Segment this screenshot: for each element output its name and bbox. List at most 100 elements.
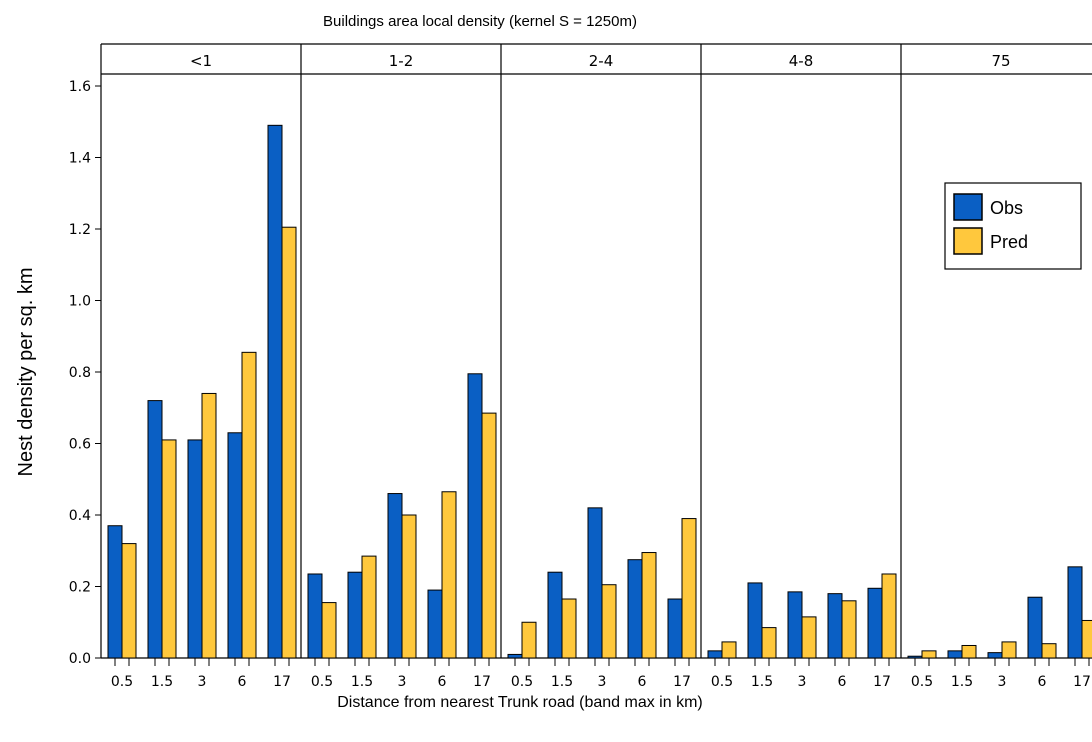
bar-obs (827, 593, 843, 659)
y-tick-label: 0.2 (69, 580, 91, 596)
panel-1: 1-2 0.5 1.5 3 6 17 (300, 44, 497, 690)
x-tick-label: 0.5 (711, 674, 733, 690)
x-tick-label: 1.5 (951, 674, 973, 690)
bar-pred (841, 600, 857, 659)
bar-obs (267, 124, 283, 659)
panels: <10.5 1.5 3 6 171-20.5 1.5 3 6 172-40.5 1.5 3 6 174-… (101, 43, 1092, 690)
bar-pred (361, 555, 377, 659)
bar-obs (507, 653, 523, 659)
x-tick-label: 6 (438, 674, 447, 690)
panel-0: <1 0.5 1.5 3 6 17 (107, 52, 297, 690)
x-tick-label: 1.5 (551, 674, 573, 690)
bar-pred (161, 439, 177, 659)
y-tick-label: 0.8 (69, 365, 91, 381)
x-tick-label: 3 (998, 674, 1007, 690)
legend-label-pred: Pred (990, 232, 1028, 252)
bar-obs (227, 432, 243, 659)
bar-obs (147, 400, 163, 659)
bar-obs (987, 652, 1003, 659)
x-tick-label: 0.5 (111, 674, 133, 690)
bar-obs (347, 571, 363, 659)
panel-label: 2-4 (589, 52, 614, 70)
bar-obs (667, 598, 683, 659)
bar-pred (321, 602, 337, 659)
bar-obs (547, 571, 563, 659)
bar-obs (867, 587, 883, 659)
x-tick-label: 6 (238, 674, 247, 690)
bar-obs (467, 373, 483, 659)
bar-obs (707, 650, 723, 659)
x-tick-label: 17 (1073, 674, 1091, 690)
bar-pred (441, 491, 457, 659)
panel-label: 4-8 (789, 52, 814, 70)
bar-pred (721, 641, 737, 659)
panel-label: 1-2 (389, 52, 414, 70)
y-tick-label: 1.2 (69, 222, 91, 238)
x-tick-label: 1.5 (151, 674, 173, 690)
bar-pred (761, 627, 777, 659)
bar-obs (187, 439, 203, 659)
bar-pred (601, 584, 617, 659)
bar-obs (387, 493, 403, 659)
x-tick-label: 0.5 (511, 674, 533, 690)
x-tick-label: 3 (198, 674, 207, 690)
x-tick-label: 17 (273, 674, 291, 690)
x-tick-label: 1.5 (351, 674, 373, 690)
bar-obs (107, 525, 123, 659)
bar-obs (307, 573, 323, 659)
bar-obs (947, 650, 963, 659)
bar-pred (961, 644, 977, 659)
bar-pred (921, 650, 937, 659)
panel-3: 4-8 0.5 1.5 3 6 17 (700, 44, 897, 690)
bar-pred (881, 573, 897, 659)
legend-label-obs: Obs (990, 198, 1023, 218)
y-tick-label: 1.0 (69, 294, 91, 310)
bar-obs (427, 589, 443, 659)
x-tick-label: 17 (673, 674, 691, 690)
x-tick-label: 3 (398, 674, 407, 690)
y-tick-label: 1.4 (69, 151, 91, 167)
x-tick-label: 3 (598, 674, 607, 690)
panel-4: 75 0.5 1.5 3 6 17 (900, 44, 1092, 690)
bar-obs (787, 591, 803, 659)
y-tick-label: 0.0 (69, 651, 91, 667)
x-tick-label: 6 (838, 674, 847, 690)
x-tick-label: 1.5 (751, 674, 773, 690)
x-tick-label: 0.5 (311, 674, 333, 690)
panel-2: 2-4 0.5 1.5 3 6 17 (500, 44, 697, 690)
y-tick-label: 0.4 (69, 508, 91, 524)
bar-obs (587, 507, 603, 659)
y-tick-label: 1.6 (69, 79, 91, 95)
bar-pred (241, 351, 257, 659)
bar-pred (401, 514, 417, 659)
bar-pred (561, 598, 577, 659)
legend-swatch-pred (953, 227, 983, 255)
x-tick-label: 17 (873, 674, 891, 690)
bar-pred (281, 226, 297, 659)
bar-obs (627, 559, 643, 659)
bar-obs (1027, 596, 1043, 659)
panel-label: <1 (190, 52, 212, 70)
x-tick-label: 6 (638, 674, 647, 690)
x-tick-label: 0.5 (911, 674, 933, 690)
x-axis-label: Distance from nearest Trunk road (band m… (337, 694, 702, 711)
y-axis: 0.0 0.2 0.4 0.6 0.8 1.0 1.2 1.4 1.6 (69, 44, 102, 667)
bar-obs (747, 582, 763, 659)
bar-pred (121, 543, 137, 659)
bar-pred (1081, 619, 1092, 659)
x-tick-label: 17 (473, 674, 491, 690)
bar-pred (201, 392, 217, 659)
chart-title: Buildings area local density (kernel S =… (323, 13, 637, 30)
x-tick-label: 3 (798, 674, 807, 690)
x-tick-label: 6 (1038, 674, 1047, 690)
panel-label: 75 (991, 52, 1010, 70)
y-axis-label: Nest density per sq. km (15, 268, 37, 477)
y-tick-label: 0.6 (69, 437, 91, 453)
bar-pred (641, 552, 657, 659)
bar-pred (521, 621, 537, 659)
bar-obs (1067, 566, 1083, 659)
bar-obs (907, 655, 923, 659)
bar-pred (1001, 641, 1017, 659)
bar-pred (1041, 643, 1057, 659)
